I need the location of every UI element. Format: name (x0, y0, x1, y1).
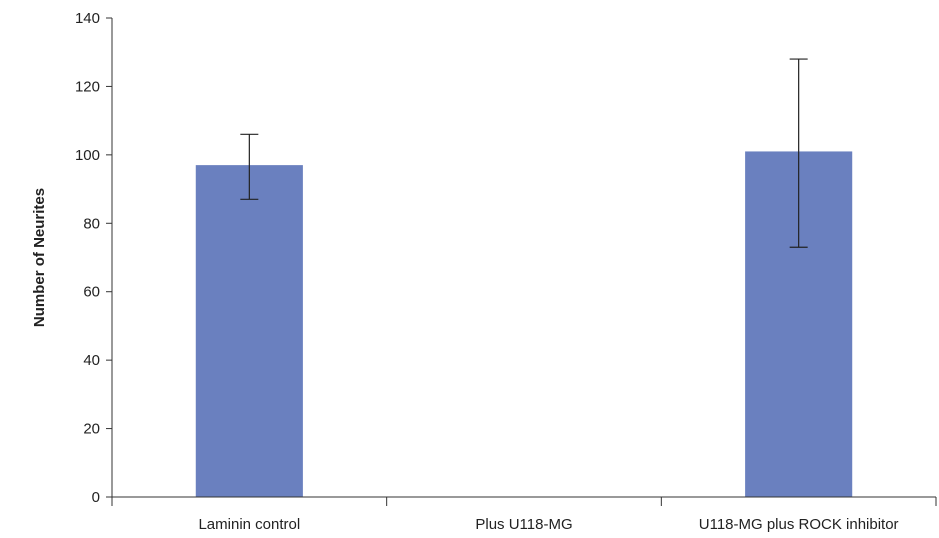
x-tick-label-0: Laminin control (198, 516, 300, 533)
bars-group (195, 151, 853, 497)
y-tick-label-20: 20 (83, 421, 100, 438)
x-tick-label-2: U118-MG plus ROCK inhibitor (699, 516, 899, 533)
y-tick-label-0: 0 (92, 489, 100, 506)
y-axis-title: Number of Neurites (31, 188, 48, 327)
bar-0 (195, 165, 303, 497)
y-tick-label-40: 40 (83, 352, 100, 369)
x-ticks-group: Laminin control Plus U118-MG U118-MG plus … (111, 497, 937, 533)
y-tick-label-140: 140 (75, 10, 100, 27)
y-tick-label-80: 80 (83, 215, 100, 232)
error-bars-group (240, 58, 808, 248)
y-tick-label-120: 120 (75, 78, 100, 95)
plot-area: 0 20 40 60 80 100 120 140 Laminin control Plus U… (75, 10, 937, 533)
x-tick-label-1: Plus U118-MG (475, 516, 572, 533)
y-ticks-group: 0 20 40 60 80 100 120 140 (75, 10, 112, 506)
y-tick-label-100: 100 (75, 147, 100, 164)
y-tick-label-60: 60 (83, 284, 100, 301)
